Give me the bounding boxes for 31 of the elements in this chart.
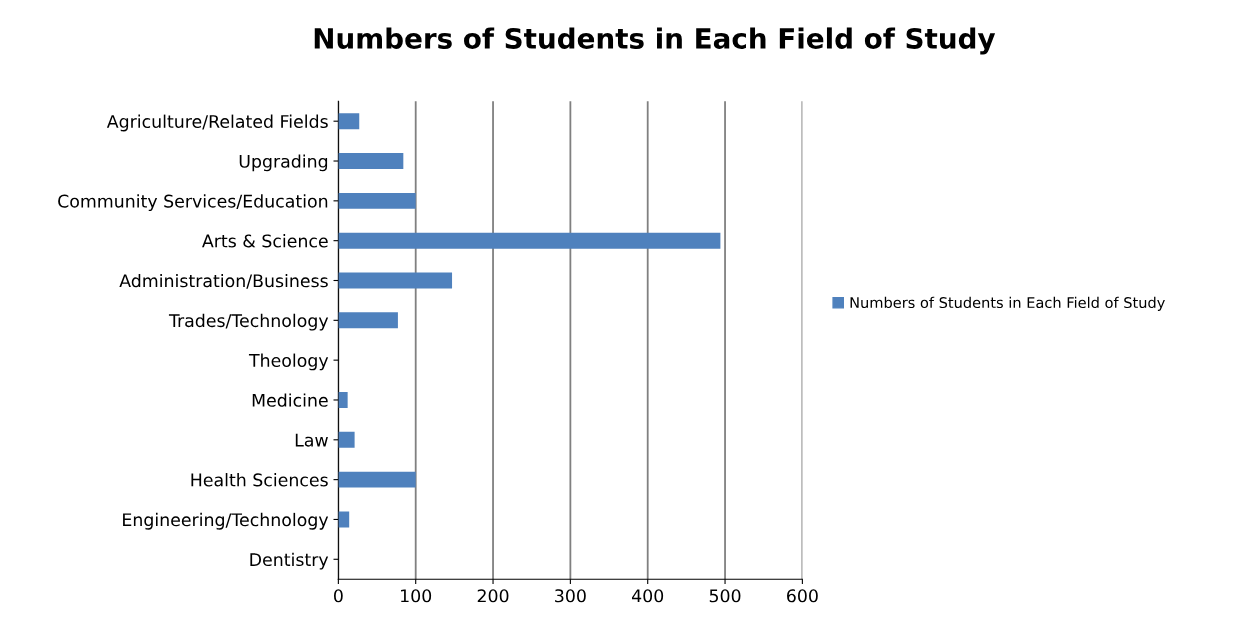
- x-tick-label: 600: [787, 589, 818, 603]
- bar: [338, 431, 355, 448]
- y-tick-label: Theology: [248, 353, 329, 371]
- bar: [338, 232, 721, 249]
- y-tick-label: Community Services/Education: [58, 194, 328, 212]
- y-tick-label: Dentistry: [250, 552, 329, 570]
- y-tick-label: Trades/Technology: [168, 313, 329, 331]
- y-tick-label: Administration/Business: [119, 273, 328, 289]
- x-tick-label: 500: [709, 589, 741, 603]
- bar: [338, 392, 348, 408]
- bar: [338, 192, 416, 209]
- y-tick-label: Law: [295, 433, 328, 447]
- y-tick-label: Agriculture/Related Fields: [106, 114, 328, 132]
- bar: [338, 272, 453, 289]
- legend-label: Numbers of Students in Each Field of Study: [850, 296, 1165, 311]
- bar: [338, 113, 360, 130]
- y-tick-label: Upgrading: [239, 154, 328, 172]
- x-tick-label: 400: [631, 589, 664, 603]
- y-tick-label: Arts & Science: [202, 234, 328, 248]
- bar: [338, 471, 416, 488]
- bar: [338, 153, 404, 169]
- y-tick-label: Engineering/Technology: [123, 512, 329, 530]
- x-tick-label: 0: [333, 589, 343, 603]
- x-tick-label: 100: [401, 589, 432, 603]
- y-tick-label: Medicine: [252, 393, 328, 407]
- x-tick-label: 300: [555, 589, 586, 603]
- bar: [338, 312, 398, 329]
- x-tick-label: 200: [477, 589, 509, 603]
- chart-title: Numbers of Students in Each Field of Study: [314, 27, 996, 55]
- y-tick-label: Health Sciences: [191, 473, 328, 487]
- bar: [338, 511, 350, 528]
